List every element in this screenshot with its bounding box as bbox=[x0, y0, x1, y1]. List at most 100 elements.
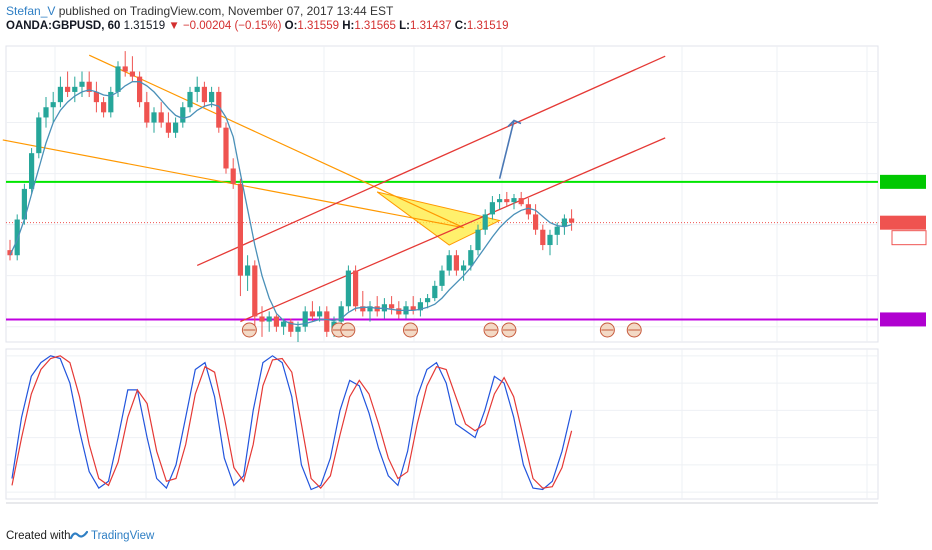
candle-body bbox=[173, 122, 179, 133]
candle-body bbox=[345, 270, 351, 307]
candle-body bbox=[21, 188, 27, 220]
candle-body bbox=[389, 304, 395, 309]
price-plot-area bbox=[5, 45, 879, 343]
candle-body bbox=[187, 91, 193, 108]
candle-body bbox=[43, 107, 49, 118]
candle-body bbox=[223, 127, 229, 169]
low-label: L: bbox=[399, 20, 410, 32]
candle-body bbox=[158, 112, 164, 123]
candle-body bbox=[482, 214, 488, 230]
candle-body bbox=[518, 198, 524, 205]
up-arrow-icon bbox=[498, 120, 515, 179]
candle-body bbox=[230, 168, 236, 184]
candle-body bbox=[569, 218, 575, 223]
candle-body bbox=[425, 298, 431, 303]
price-axis-tag bbox=[880, 312, 926, 327]
candle-body bbox=[453, 255, 459, 271]
candle-body bbox=[489, 202, 495, 215]
candle-body bbox=[216, 91, 222, 128]
price-change: −0.00204 (−0.15%) bbox=[182, 20, 282, 32]
candle-body bbox=[93, 91, 99, 103]
candle-body bbox=[252, 265, 258, 317]
candle-body bbox=[302, 311, 308, 327]
candle-body bbox=[108, 91, 114, 113]
red-channel-line bbox=[196, 55, 666, 267]
tradingview-brand-link[interactable]: TradingView bbox=[91, 530, 155, 542]
candle-body bbox=[129, 71, 135, 77]
orange-trendline bbox=[88, 54, 464, 229]
candle-body bbox=[50, 102, 56, 108]
candle-body bbox=[525, 204, 531, 215]
close-value: 1.31519 bbox=[466, 20, 509, 32]
candle-body bbox=[338, 306, 344, 322]
candle-body bbox=[554, 226, 560, 235]
candle-body bbox=[14, 219, 20, 256]
dso-oscillator-chart[interactable] bbox=[0, 347, 932, 502]
publish-line: Stefan_V published on TradingView.com, N… bbox=[6, 4, 393, 18]
open-value: 1.31559 bbox=[297, 20, 339, 32]
candle-body bbox=[547, 234, 553, 246]
down-arrow-icon: ▼ bbox=[168, 20, 180, 32]
arrowhead-icon bbox=[507, 119, 522, 128]
symbol-quote-line: OANDA:GBPUSD, 60 1.31519 ▼ −0.00204 (−0.… bbox=[6, 20, 508, 32]
candle-body bbox=[468, 250, 474, 266]
candle-body bbox=[144, 102, 150, 123]
candle-body bbox=[65, 86, 71, 92]
footer: Created with TradingView bbox=[0, 520, 932, 550]
price-chart[interactable] bbox=[0, 42, 932, 347]
candle-body bbox=[237, 183, 243, 276]
candle-body bbox=[432, 285, 438, 299]
candle-body bbox=[396, 308, 402, 315]
time-axis[interactable] bbox=[0, 502, 932, 520]
candle-body bbox=[72, 86, 78, 92]
candle-body bbox=[209, 91, 215, 103]
last-price: 1.31519 bbox=[123, 20, 166, 32]
candle-body bbox=[86, 81, 92, 92]
candle-body bbox=[201, 86, 207, 103]
red-channel-line bbox=[240, 137, 666, 323]
candle-body bbox=[36, 117, 42, 154]
candle-body bbox=[101, 102, 107, 113]
candle-body bbox=[360, 306, 366, 312]
candle-body bbox=[151, 112, 157, 123]
candle-body bbox=[410, 306, 416, 311]
author-link[interactable]: Stefan_V bbox=[6, 4, 56, 18]
candle-body bbox=[475, 229, 481, 251]
publish-header: Stefan_V published on TradingView.com, N… bbox=[0, 0, 932, 36]
candle-body bbox=[439, 270, 445, 286]
candle-body bbox=[273, 316, 279, 327]
candle-body bbox=[504, 199, 510, 203]
candle-body bbox=[194, 86, 200, 92]
publish-info: published on TradingView.com, November 0… bbox=[55, 4, 394, 18]
candle-body bbox=[115, 66, 121, 92]
candle-body bbox=[417, 302, 423, 311]
candle-body bbox=[540, 229, 546, 246]
candle-body bbox=[367, 306, 373, 312]
price-axis-tag bbox=[880, 174, 926, 189]
countdown-tag bbox=[891, 230, 927, 246]
candle-body bbox=[461, 265, 467, 271]
candle-body bbox=[324, 311, 330, 332]
candle-body bbox=[533, 214, 539, 230]
candle-body bbox=[309, 311, 315, 317]
tradingview-logo-icon[interactable] bbox=[70, 528, 88, 542]
price-axis-tag bbox=[880, 215, 926, 230]
candle-body bbox=[165, 122, 171, 133]
high-value: 1.31565 bbox=[354, 20, 396, 32]
candle-body bbox=[122, 66, 128, 72]
candle-body bbox=[295, 326, 301, 332]
candle-body bbox=[180, 107, 186, 123]
moving-average-line bbox=[9, 81, 572, 326]
dso-plot-area bbox=[5, 348, 879, 500]
candle-body bbox=[497, 199, 503, 203]
close-label: C: bbox=[454, 20, 467, 32]
candle-body bbox=[137, 76, 143, 103]
low-value: 1.31437 bbox=[409, 20, 452, 32]
created-with-label: Created with bbox=[6, 530, 71, 542]
candle-body bbox=[57, 86, 63, 103]
candle-body bbox=[29, 153, 35, 189]
candle-body bbox=[288, 321, 294, 332]
dso-series-line bbox=[11, 355, 573, 490]
candle-body bbox=[561, 218, 567, 227]
candle-body bbox=[281, 321, 287, 327]
